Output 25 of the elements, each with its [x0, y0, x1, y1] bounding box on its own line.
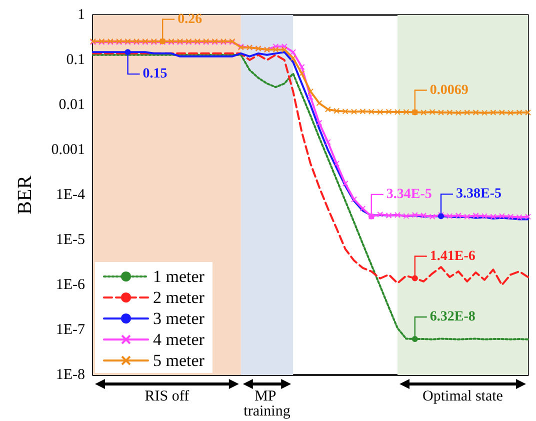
legend-label: 1 meter — [153, 267, 205, 286]
y-tick-label: 1E-7 — [56, 322, 86, 338]
y-tick-label: 1E-8 — [56, 367, 85, 383]
y-tick-label: 0.001 — [51, 142, 85, 158]
annotation: 0.26 — [178, 12, 202, 27]
annotation: 1.41E-6 — [430, 248, 476, 264]
y-tick-label: 0.1 — [66, 52, 85, 68]
legend-label: 3 meter — [153, 309, 205, 328]
annotation: 0.15 — [142, 66, 168, 82]
legend-label: 5 meter — [153, 351, 205, 370]
y-axis-title: BER — [14, 174, 36, 214]
legend-label: 2 meter — [153, 288, 205, 307]
y-tick-label: 1E-5 — [56, 232, 85, 248]
y-tick-label: 1E-6 — [56, 277, 86, 293]
text: MP training — [244, 388, 291, 420]
y-tick-label: 0.01 — [58, 97, 85, 113]
annotation: 3.34E-5 — [386, 186, 432, 202]
annotation: 0.0069 — [430, 82, 468, 98]
y-tick-label: 1 — [78, 7, 85, 23]
legend-label: 4 meter — [153, 330, 205, 349]
text: Optimal state — [422, 388, 504, 404]
annotation: 6.32E-8 — [430, 309, 476, 324]
y-tick-label: 1E-4 — [56, 187, 86, 203]
text: RIS off — [144, 388, 190, 404]
annotation: 3.38E-5 — [456, 186, 502, 202]
